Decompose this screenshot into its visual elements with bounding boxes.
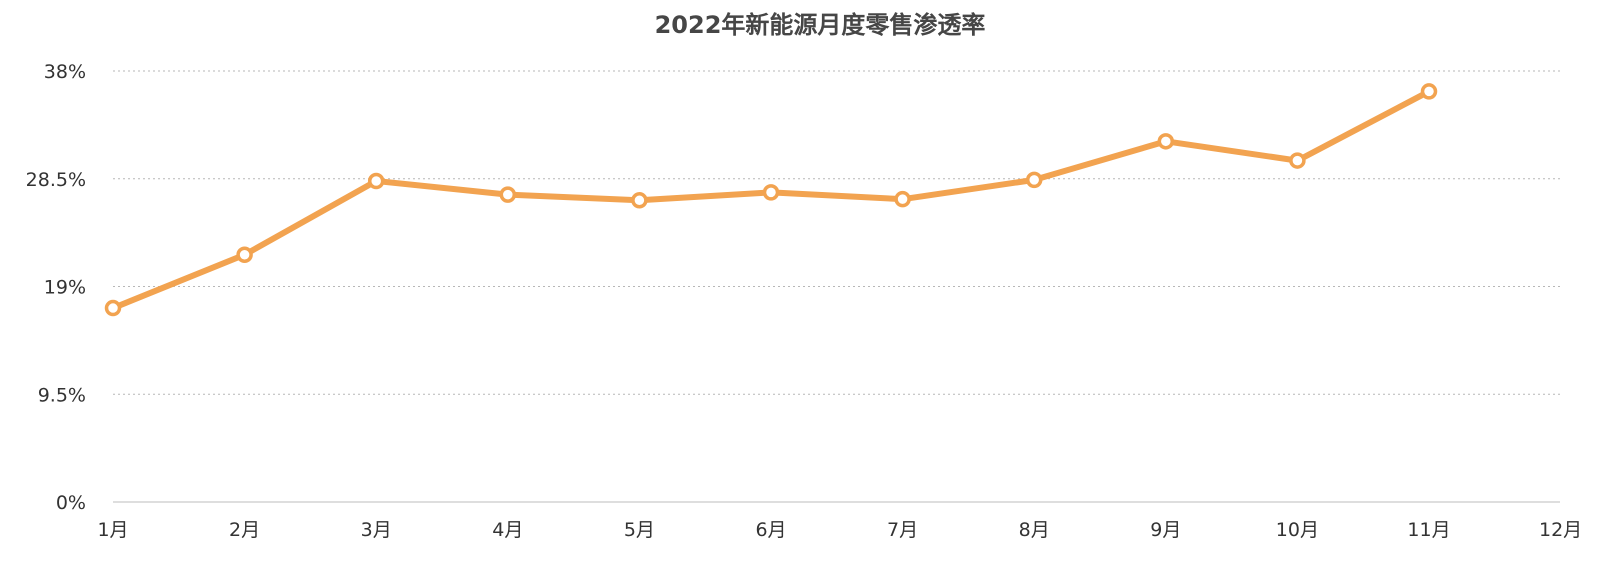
y-tick-label: 19%: [44, 277, 86, 299]
x-tick-label: 9月: [1150, 519, 1181, 541]
y-tick-label: 0%: [56, 492, 86, 514]
data-point[interactable]: [1157, 133, 1175, 150]
data-point[interactable]: [1025, 171, 1043, 189]
x-tick-label: 3月: [361, 519, 392, 541]
data-point[interactable]: [762, 184, 780, 201]
data-point[interactable]: [367, 172, 385, 190]
x-tick-label: 6月: [755, 519, 786, 541]
x-tick-label: 1月: [97, 519, 128, 541]
data-point[interactable]: [631, 192, 648, 209]
data-point[interactable]: [1289, 152, 1306, 169]
x-tick-label: 4月: [492, 519, 523, 541]
data-point[interactable]: [1420, 83, 1438, 100]
x-tick-label: 11月: [1407, 519, 1450, 541]
point-markers: [104, 83, 1438, 317]
x-tick-label: 7月: [887, 519, 918, 541]
x-tick-label: 12月: [1539, 519, 1582, 541]
y-axis-tick-labels: 0% 9.5% 19% 28.5% 38%: [26, 61, 86, 514]
data-point[interactable]: [236, 246, 253, 263]
y-tick-label: 9.5%: [38, 384, 86, 406]
data-point[interactable]: [499, 186, 517, 203]
x-axis: 1月 2月 3月 4月 5月 6月 7月 8月 9月 10月 11月 12月: [97, 501, 1582, 541]
x-tick-label: 10月: [1276, 519, 1319, 541]
data-point[interactable]: [894, 190, 911, 208]
y-tick-label: 38%: [44, 61, 86, 83]
data-point[interactable]: [104, 299, 122, 317]
x-tick-label: 2月: [229, 519, 260, 541]
y-tick-label: 28.5%: [26, 169, 86, 191]
chart-title: 2022年新能源月度零售渗透率: [655, 11, 986, 39]
grid-lines: [113, 70, 1560, 395]
x-tick-label: 8月: [1019, 519, 1050, 541]
x-tick-label: 5月: [624, 519, 655, 541]
